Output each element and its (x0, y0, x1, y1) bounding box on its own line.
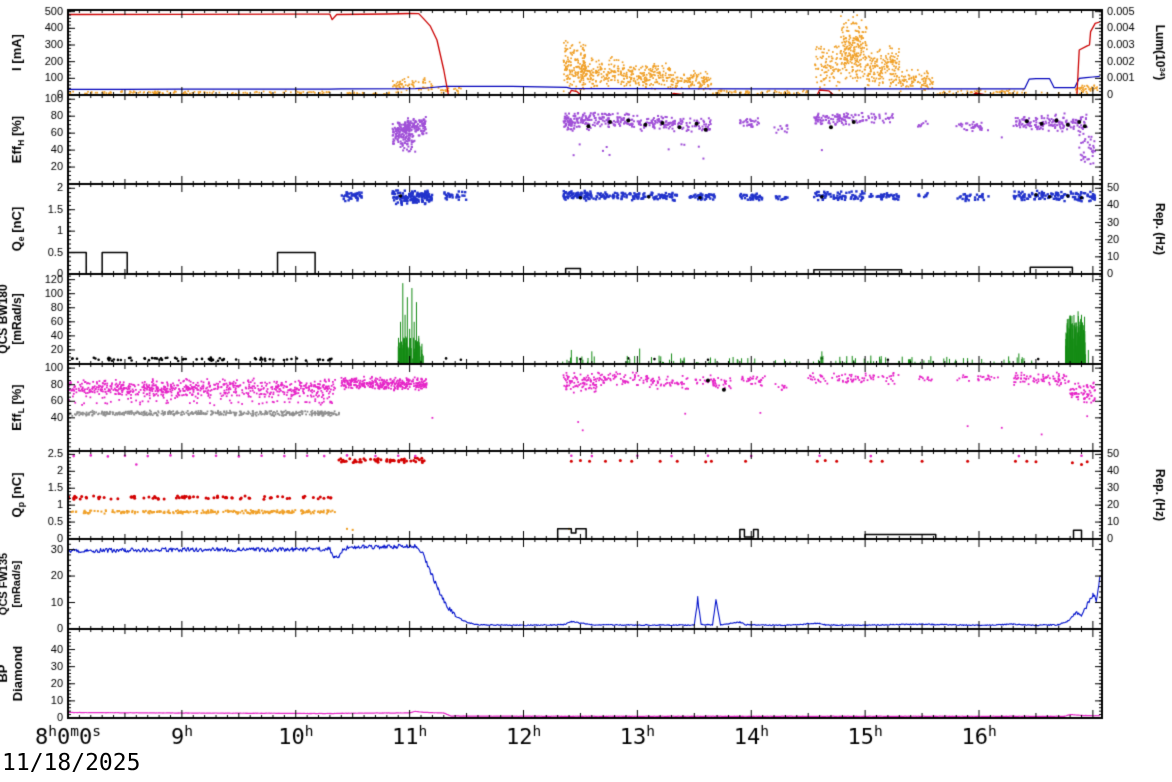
date-label: 11/18/2025 (2, 750, 141, 776)
